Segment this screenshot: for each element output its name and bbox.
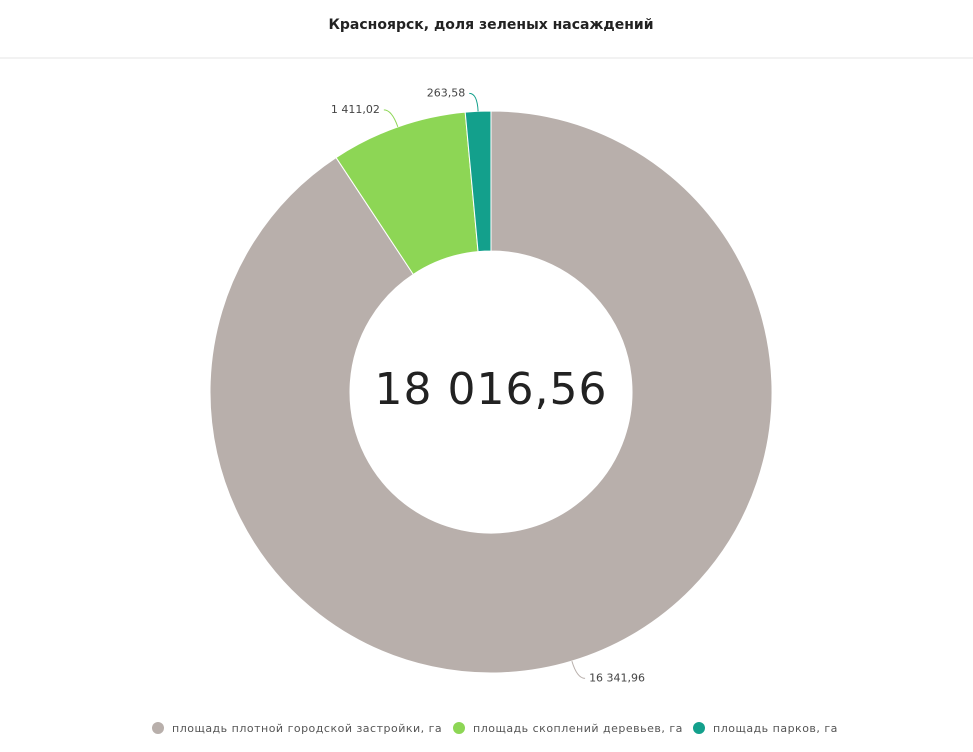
legend-label: площадь скоплений деревьев, га [473, 722, 683, 735]
donut-segment [464, 110, 492, 253]
legend-label: площадь плотной городской застройки, га [172, 722, 442, 735]
donut-segment [209, 110, 773, 674]
data-label: 1 411,02 [331, 103, 380, 116]
leader-line [383, 109, 399, 128]
chart-title: Красноярск, доля зеленых насаждений [328, 17, 653, 33]
leader-line [469, 92, 479, 112]
legend-marker [152, 722, 164, 734]
legend-marker [693, 722, 705, 734]
data-label: 263,58 [427, 86, 466, 99]
center-total: 18 016,56 [375, 364, 608, 415]
legend-marker [453, 722, 465, 734]
data-label: 16 341,96 [589, 671, 645, 684]
legend-label: площадь парков, га [713, 722, 838, 735]
leader-line [571, 660, 586, 679]
